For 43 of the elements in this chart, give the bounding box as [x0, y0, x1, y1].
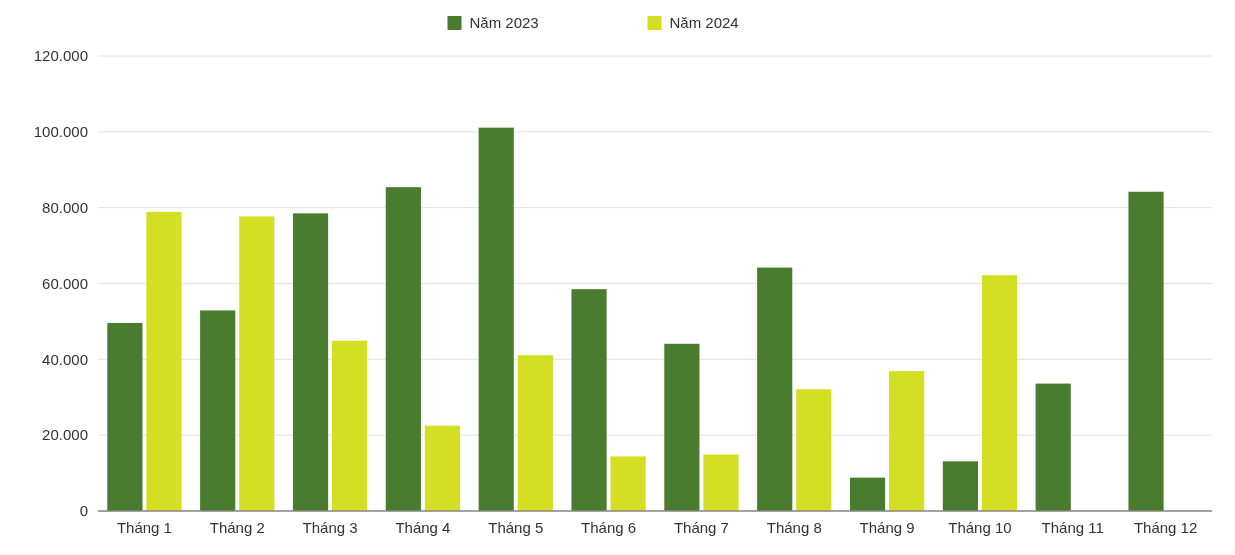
bar: [610, 456, 646, 511]
y-tick-label: 40.000: [42, 350, 88, 368]
bar: [703, 454, 739, 511]
bar: [239, 216, 275, 511]
bar: [981, 275, 1018, 511]
legend-label: Năm 2024: [669, 14, 739, 31]
bar: [332, 340, 368, 511]
bar: [1035, 383, 1071, 511]
bar: [107, 322, 143, 511]
bar: [478, 127, 514, 511]
legend-label: Năm 2023: [469, 14, 539, 31]
x-tick-label: Tháng 8: [766, 519, 822, 536]
x-tick-label: Tháng 10: [948, 519, 1012, 536]
bar: [849, 477, 886, 511]
bar: [146, 211, 182, 511]
bar: [200, 310, 236, 511]
y-tick-label: 20.000: [42, 426, 88, 444]
y-tick-label: 100.000: [33, 123, 88, 141]
x-tick-label: Tháng 1: [116, 519, 172, 536]
x-tick-label: Tháng 12: [1133, 519, 1198, 536]
bar: [571, 289, 607, 511]
x-tick-label: Tháng 7: [673, 519, 729, 536]
bar: [385, 187, 421, 511]
x-tick-label: Tháng 5: [488, 519, 544, 536]
bar: [889, 371, 925, 511]
y-tick-label: 60.000: [42, 274, 88, 292]
x-tick-label: Tháng 6: [581, 519, 637, 536]
bar: [517, 355, 553, 511]
y-tick-label: 120.000: [33, 47, 88, 65]
bar: [942, 461, 978, 511]
bar: [1128, 191, 1164, 511]
x-tick-label: Tháng 3: [302, 519, 358, 536]
y-tick-label: 0: [79, 502, 88, 520]
bar: [292, 213, 329, 511]
x-tick-label: Tháng 11: [1041, 519, 1104, 536]
bar: [424, 425, 461, 511]
y-tick-label: 80.000: [42, 198, 88, 216]
bar: [664, 343, 700, 511]
bar: [757, 267, 793, 511]
x-tick-label: Tháng 9: [859, 519, 915, 536]
x-tick-label: Tháng 4: [395, 519, 451, 536]
x-tick-label: Tháng 2: [209, 519, 265, 536]
bar: [796, 389, 832, 511]
